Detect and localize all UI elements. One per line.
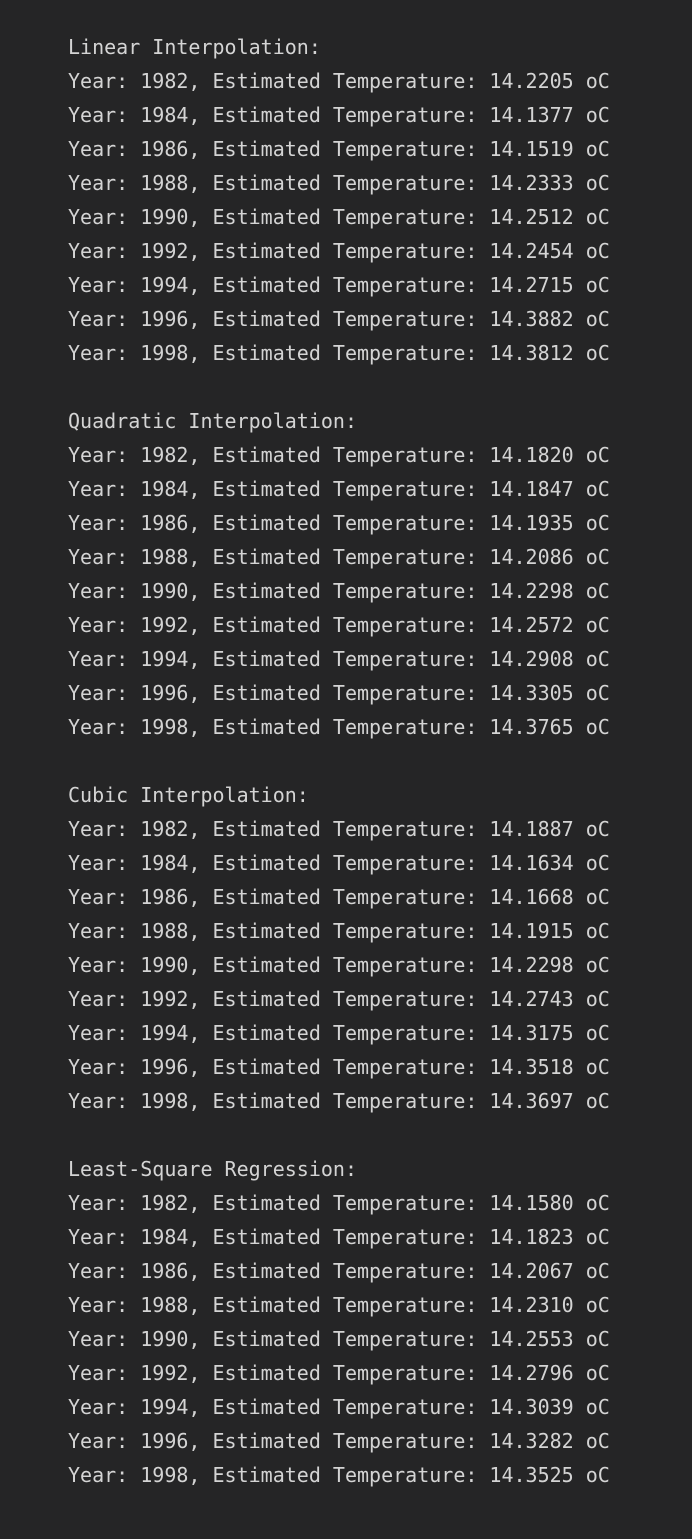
- terminal-output: Linear Interpolation: Year: 1982, Estimat…: [68, 30, 692, 1492]
- output-line: Year: 1992, Estimated Temperature: 14.25…: [68, 613, 610, 637]
- output-line: Year: 1994, Estimated Temperature: 14.30…: [68, 1395, 610, 1419]
- output-line: Year: 1992, Estimated Temperature: 14.27…: [68, 987, 610, 1011]
- output-line: Year: 1984, Estimated Temperature: 14.16…: [68, 851, 610, 875]
- output-line: Year: 1996, Estimated Temperature: 14.38…: [68, 307, 610, 331]
- output-section: Least-Square Regression: Year: 1982, Esti…: [68, 1152, 692, 1492]
- output-line: Year: 1984, Estimated Temperature: 14.18…: [68, 477, 610, 501]
- output-line: Year: 1990, Estimated Temperature: 14.22…: [68, 953, 610, 977]
- section-heading: Quadratic Interpolation:: [68, 409, 357, 433]
- output-line: Year: 1988, Estimated Temperature: 14.23…: [68, 1293, 610, 1317]
- output-line: Year: 1996, Estimated Temperature: 14.33…: [68, 681, 610, 705]
- output-line: Year: 1998, Estimated Temperature: 14.36…: [68, 1089, 610, 1113]
- output-line: Year: 1996, Estimated Temperature: 14.35…: [68, 1055, 610, 1079]
- output-line: Year: 1986, Estimated Temperature: 14.15…: [68, 137, 610, 161]
- section-heading: Least-Square Regression:: [68, 1157, 357, 1181]
- output-line: Year: 1994, Estimated Temperature: 14.29…: [68, 647, 610, 671]
- output-line: Year: 1990, Estimated Temperature: 14.25…: [68, 1327, 610, 1351]
- output-line: Year: 1982, Estimated Temperature: 14.18…: [68, 443, 610, 467]
- output-line: Year: 1984, Estimated Temperature: 14.13…: [68, 103, 610, 127]
- output-line: Year: 1982, Estimated Temperature: 14.15…: [68, 1191, 610, 1215]
- output-line: Year: 1998, Estimated Temperature: 14.35…: [68, 1463, 610, 1487]
- output-line: Year: 1994, Estimated Temperature: 14.31…: [68, 1021, 610, 1045]
- output-section: Quadratic Interpolation: Year: 1982, Esti…: [68, 404, 692, 744]
- output-line: Year: 1992, Estimated Temperature: 14.27…: [68, 1361, 610, 1385]
- output-line: Year: 1986, Estimated Temperature: 14.19…: [68, 511, 610, 535]
- output-line: Year: 1998, Estimated Temperature: 14.38…: [68, 341, 610, 365]
- output-section: Cubic Interpolation: Year: 1982, Estimate…: [68, 778, 692, 1118]
- output-line: Year: 1998, Estimated Temperature: 14.37…: [68, 715, 610, 739]
- output-line: Year: 1988, Estimated Temperature: 14.19…: [68, 919, 610, 943]
- output-line: Year: 1986, Estimated Temperature: 14.20…: [68, 1259, 610, 1283]
- output-line: Year: 1992, Estimated Temperature: 14.24…: [68, 239, 610, 263]
- output-line: Year: 1982, Estimated Temperature: 14.22…: [68, 69, 610, 93]
- output-line: Year: 1988, Estimated Temperature: 14.20…: [68, 545, 610, 569]
- output-line: Year: 1986, Estimated Temperature: 14.16…: [68, 885, 610, 909]
- section-heading: Linear Interpolation:: [68, 35, 321, 59]
- output-line: Year: 1988, Estimated Temperature: 14.23…: [68, 171, 610, 195]
- output-line: Year: 1994, Estimated Temperature: 14.27…: [68, 273, 610, 297]
- output-line: Year: 1984, Estimated Temperature: 14.18…: [68, 1225, 610, 1249]
- output-line: Year: 1996, Estimated Temperature: 14.32…: [68, 1429, 610, 1453]
- output-section: Linear Interpolation: Year: 1982, Estimat…: [68, 30, 692, 370]
- section-heading: Cubic Interpolation:: [68, 783, 309, 807]
- output-line: Year: 1990, Estimated Temperature: 14.25…: [68, 205, 610, 229]
- output-line: Year: 1990, Estimated Temperature: 14.22…: [68, 579, 610, 603]
- output-line: Year: 1982, Estimated Temperature: 14.18…: [68, 817, 610, 841]
